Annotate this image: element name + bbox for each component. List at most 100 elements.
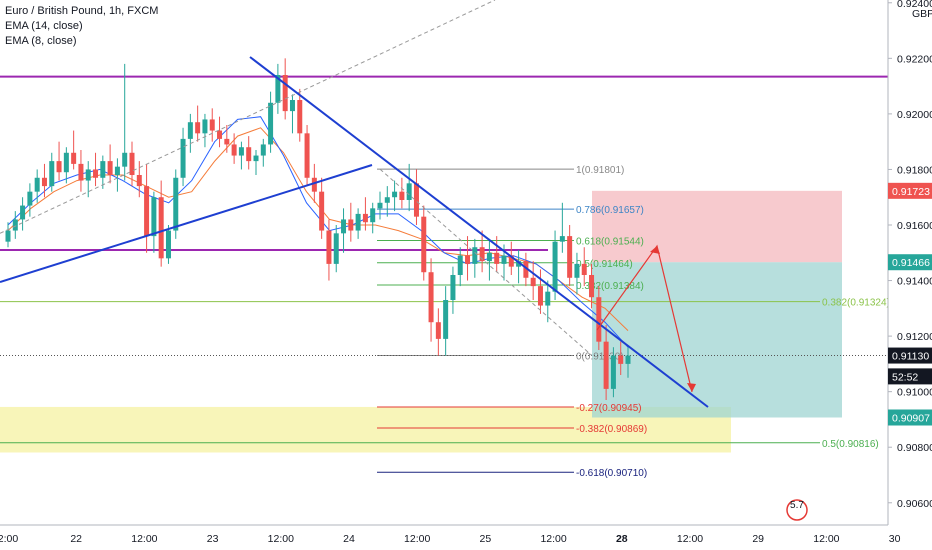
- ema-14-line: [7, 127, 629, 331]
- candle-body: [421, 216, 427, 273]
- candle-body: [246, 147, 252, 162]
- candle-body: [144, 186, 150, 237]
- candle-body: [435, 322, 441, 339]
- fib-level-label: 0.5(0.90816): [822, 439, 879, 450]
- candle-body: [443, 300, 449, 339]
- candle-body: [574, 263, 580, 278]
- candle-body: [151, 197, 157, 237]
- currency-label: GBP: [912, 8, 932, 20]
- candle-body: [100, 161, 106, 178]
- candle-body: [275, 75, 281, 103]
- x-tick-label: 28: [616, 533, 628, 545]
- candle-body: [596, 297, 602, 342]
- zones-layer: [0, 190, 842, 453]
- candle-body: [392, 191, 398, 198]
- candle-body: [355, 213, 361, 231]
- ema-8-label: EMA (8, close): [5, 35, 77, 47]
- candle-body: [348, 219, 354, 231]
- candle-body: [406, 183, 412, 200]
- price-tag-label: 0.91466: [892, 257, 930, 269]
- y-tick-label: 0.92400: [897, 0, 932, 10]
- candle-body: [78, 163, 84, 181]
- candle-body: [603, 341, 609, 389]
- dashed-diagonal: [379, 168, 593, 356]
- candles-layer: [5, 58, 631, 400]
- candle-body: [195, 122, 201, 134]
- candle-body: [472, 247, 478, 264]
- candle-body: [413, 183, 419, 217]
- fib-level-label: 0.5(0.91464): [576, 259, 633, 270]
- candle-body: [165, 230, 171, 259]
- candle-body: [326, 230, 332, 264]
- candle-body: [523, 261, 529, 278]
- candle-body: [494, 252, 500, 264]
- candle-body: [370, 208, 376, 223]
- x-tick-label: 29: [752, 533, 764, 545]
- price-tag: [888, 182, 932, 199]
- candle-body: [56, 161, 62, 173]
- badge-value: 5.7: [790, 500, 804, 511]
- fib-level-label: -0.27(0.90945): [576, 403, 642, 414]
- y-tick-label: 0.91400: [897, 276, 932, 288]
- candle-body: [122, 152, 128, 167]
- candle-body: [545, 291, 551, 306]
- candle-body: [486, 252, 492, 262]
- candle-body: [537, 286, 543, 306]
- x-tick-label: 24: [343, 533, 355, 545]
- chart-legend: Euro / British Pound, 1h, FXCM EMA (14, …: [5, 4, 158, 49]
- candle-body: [180, 138, 186, 178]
- x-tick-label: 22: [70, 533, 82, 545]
- take-profit-zone: [592, 262, 842, 418]
- arrow-head: [650, 246, 660, 254]
- candle-body: [114, 166, 120, 175]
- symbol-title: Euro / British Pound, 1h, FXCM: [5, 5, 159, 17]
- candle-body: [399, 191, 405, 200]
- candle-body: [253, 155, 259, 162]
- candle-body: [581, 263, 587, 275]
- price-tag: [888, 347, 932, 364]
- stop-loss-zone: [592, 190, 842, 263]
- ema-layer: [7, 116, 629, 348]
- y-tick-label: 0.91200: [897, 331, 932, 343]
- fib-level-label: 1(0.91801): [576, 165, 624, 176]
- candle-body: [362, 213, 368, 223]
- x-tick-label: 12:00: [404, 533, 430, 545]
- candle-body: [552, 241, 558, 292]
- fib-level-label: 0.382(0.91384): [576, 281, 644, 292]
- x-tick-label: 12:00: [677, 533, 703, 545]
- candle-body: [231, 144, 237, 156]
- horizontal-lines-layer: [0, 75, 888, 357]
- price-tag: [888, 409, 932, 426]
- arrow-head: [687, 383, 696, 392]
- price-tag: [888, 368, 932, 385]
- candle-body: [173, 177, 179, 231]
- candle-body: [297, 100, 303, 134]
- candle-body: [501, 255, 507, 264]
- indicator-badge-icon: 5.7: [786, 499, 808, 521]
- candle-body: [319, 191, 325, 231]
- candle-body: [465, 255, 471, 264]
- y-tick-label: 0.90800: [897, 442, 932, 454]
- candle-body: [268, 102, 274, 145]
- candle-body: [158, 197, 164, 259]
- candle-body: [289, 100, 295, 112]
- y-tick-label: 0.92000: [897, 109, 932, 121]
- candle-body: [384, 197, 390, 203]
- candle-body: [260, 144, 266, 156]
- candle-body: [34, 177, 40, 192]
- rising-trendline: [0, 164, 373, 283]
- y-tick-label: 0.91800: [897, 164, 932, 176]
- x-tick-label: 25: [480, 533, 492, 545]
- candle-body: [12, 219, 18, 231]
- ema-14-label: EMA (14, close): [5, 20, 83, 32]
- candle-body: [202, 119, 208, 134]
- candle-body: [304, 133, 310, 178]
- x-tick-label: 12:00: [813, 533, 839, 545]
- candle-body: [224, 138, 230, 145]
- candle-body: [589, 275, 595, 298]
- candle-body: [377, 202, 383, 209]
- candle-body: [516, 261, 522, 267]
- fib-level-label: 0.618(0.91544): [576, 237, 644, 248]
- x-tick-label: 23: [207, 533, 219, 545]
